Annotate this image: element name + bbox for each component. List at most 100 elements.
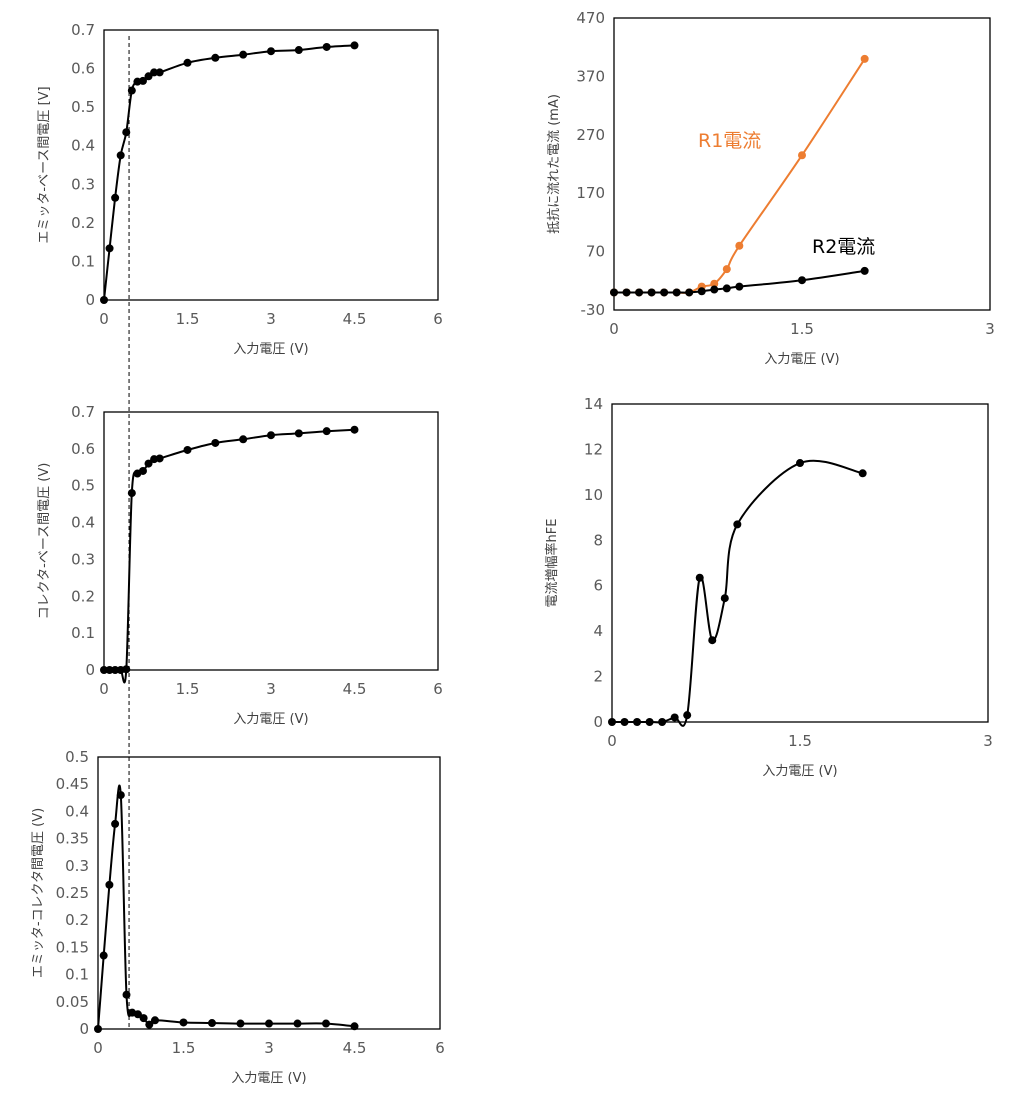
data-point: [322, 42, 331, 51]
data-point: [267, 431, 275, 440]
data-point: [633, 718, 642, 726]
data-point: [735, 282, 744, 291]
y-tick-label: 0.2: [71, 214, 95, 232]
x-axis-label: 入力電圧 (V): [233, 342, 308, 357]
data-point: [685, 288, 694, 297]
data-point: [610, 288, 618, 297]
x-tick-label: 4.5: [343, 310, 367, 328]
data-point: [99, 951, 108, 960]
y-tick-label: 0.4: [71, 137, 95, 155]
y-tick-label: 0.7: [71, 403, 95, 421]
y-tick-label: 0.15: [56, 938, 89, 956]
data-point: [798, 151, 806, 160]
data-point: [155, 68, 164, 77]
chart-2: -30 70 170 270 370 470 0 1.5 3 入力電圧 (V) 抵抗に流れた電流 (…: [547, 9, 995, 367]
data-point: [608, 718, 616, 726]
x-tick-label: 6: [435, 1039, 445, 1057]
plot-frame: [611, 403, 989, 723]
y-tick-label: 0.25: [56, 884, 89, 902]
y-tick-label: 0.6: [71, 440, 95, 458]
chart-5: 0 0.05 0.1 0.15 0.2 0.25 0.3 0.35 0.4 0.45 0.5 0 1.5…: [31, 748, 445, 1086]
data-point: [722, 265, 731, 274]
y-tick-label: 8: [593, 531, 603, 549]
y-tick-label: 12: [584, 440, 603, 458]
y-axis-label: 抵抗に流れた電流 (mA): [547, 94, 562, 234]
x-tick-label: 1.5: [172, 1039, 196, 1057]
x-tick-label: 0: [93, 1039, 103, 1057]
plot-frame: [613, 17, 991, 311]
data-point: [350, 1022, 359, 1031]
data-point: [133, 1010, 142, 1019]
data-point: [183, 445, 192, 454]
x-tick-label: 1.5: [790, 320, 814, 338]
y-axis-label: エミッタ-コレクタ間電圧 (V): [31, 808, 46, 978]
data-point: [294, 46, 303, 55]
data-point: [660, 288, 669, 297]
y-tick-label: 0.5: [71, 98, 95, 116]
data-point: [710, 279, 719, 288]
data-point: [322, 1019, 330, 1028]
x-tick-label: 1.5: [788, 732, 812, 750]
x-axis-label: 入力電圧 (V): [233, 712, 308, 727]
x-tick-label: 0: [99, 680, 109, 698]
data-point: [635, 288, 644, 297]
data-point: [683, 711, 692, 720]
y-tick-label: 0.2: [71, 587, 95, 605]
y-tick-label: 0.4: [65, 802, 89, 820]
y-tick-label: 0.1: [71, 252, 95, 270]
data-point: [722, 284, 731, 293]
data-point: [858, 469, 867, 478]
data-point: [183, 58, 192, 67]
y-tick-label: 14: [584, 395, 603, 413]
data-point: [294, 429, 303, 438]
data-point: [733, 520, 742, 529]
data-point: [710, 285, 719, 294]
plot-frame: [103, 29, 439, 301]
y-tick-label: 270: [576, 126, 605, 144]
data-point: [860, 54, 869, 63]
data-point: [211, 53, 220, 62]
x-tick-label: 1.5: [176, 310, 200, 328]
data-point: [708, 636, 717, 645]
x-tick-label: 4.5: [343, 1039, 367, 1057]
data-point: [138, 76, 147, 85]
data-point: [672, 288, 681, 297]
data-point: [645, 718, 654, 726]
data-point: [796, 459, 804, 468]
series-label: R1電流: [698, 130, 761, 152]
data-point: [670, 713, 679, 722]
x-tick-label: 3: [266, 680, 276, 698]
y-tick-label: 0.7: [71, 21, 95, 39]
data-point: [695, 573, 704, 582]
data-point: [94, 1025, 102, 1033]
chart-3: 0 0.1 0.2 0.3 0.4 0.5 0.6 0.7 0 1.5 3 4.5 6 入力電圧 (V) コ…: [37, 403, 443, 727]
y-tick-label: 4: [593, 622, 603, 640]
y-tick-label: 6: [593, 577, 603, 595]
data-point: [350, 41, 359, 50]
data-point: [322, 427, 331, 436]
data-point: [122, 128, 131, 137]
data-point: [122, 990, 131, 999]
data-point: [265, 1019, 273, 1028]
data-point: [127, 86, 136, 95]
y-tick-label: 170: [576, 184, 605, 202]
y-axis-label: エミッタ-ベース間電圧 [V]: [37, 86, 52, 243]
y-tick-label: 10: [584, 486, 603, 504]
data-point: [122, 665, 131, 674]
x-tick-label: 0: [609, 320, 619, 338]
x-tick-label: 6: [433, 680, 443, 698]
data-point: [798, 276, 806, 285]
data-point: [151, 1016, 159, 1025]
x-tick-label: 0: [99, 310, 109, 328]
y-tick-label: 0.1: [65, 966, 89, 984]
data-point: [144, 459, 153, 468]
data-point: [239, 435, 248, 444]
x-tick-label: 6: [433, 310, 443, 328]
data-point: [155, 454, 164, 463]
series-line: [97, 784, 355, 1030]
y-tick-label: 0.45: [56, 775, 89, 793]
data-point: [100, 666, 108, 674]
data-point: [239, 50, 248, 59]
plot-frame: [97, 756, 441, 1030]
data-point: [116, 151, 125, 160]
